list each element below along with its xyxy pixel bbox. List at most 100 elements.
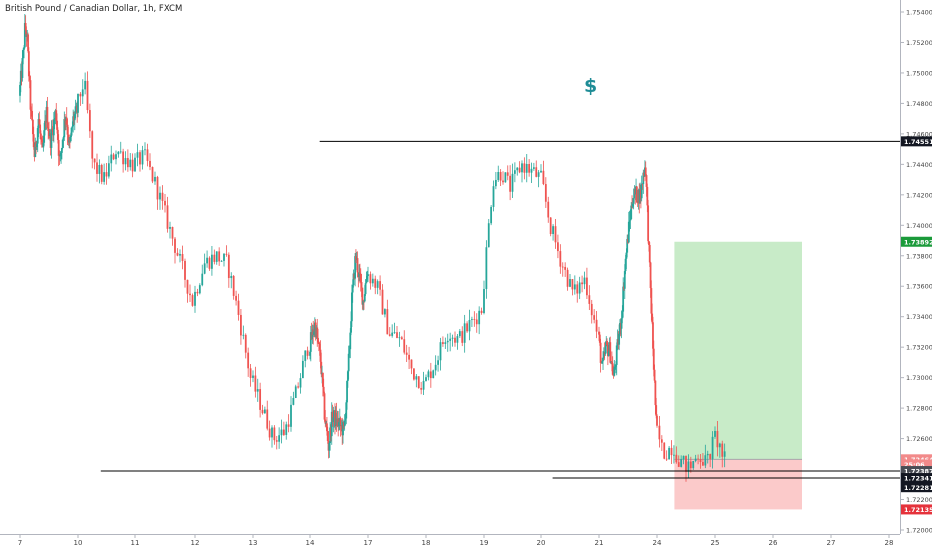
- price-label-text: 1.74551: [904, 138, 932, 146]
- candle-down: [105, 172, 108, 177]
- candle-down: [606, 340, 608, 346]
- candle-up: [103, 172, 106, 182]
- candle-down: [361, 287, 364, 305]
- candle-down: [166, 205, 169, 229]
- candle-up: [278, 435, 281, 442]
- candle-up: [446, 340, 449, 343]
- candle-down: [171, 226, 174, 239]
- price-label-box: [901, 473, 932, 484]
- candle-down: [186, 279, 189, 294]
- candle-up: [687, 461, 690, 472]
- candle-up: [159, 192, 161, 200]
- candle-up: [63, 119, 66, 138]
- candle-up: [69, 135, 72, 142]
- candle-down: [716, 430, 719, 448]
- candle-down: [237, 300, 240, 315]
- candle-down: [184, 260, 186, 280]
- candle-down: [156, 176, 159, 200]
- candle-up: [263, 409, 266, 414]
- candle-down: [247, 352, 250, 369]
- candle-up: [622, 286, 625, 312]
- x-tick-label: 24: [653, 539, 662, 547]
- candle-up: [471, 319, 473, 320]
- candle-down: [650, 288, 653, 314]
- candle-down: [27, 51, 30, 77]
- y-tick-label: 1.74000: [906, 222, 932, 230]
- candle-up: [206, 257, 208, 264]
- candle-up: [463, 323, 466, 343]
- candle-up: [714, 430, 716, 437]
- candle-up: [604, 346, 607, 354]
- candle-up: [642, 172, 645, 185]
- candle-down: [442, 342, 444, 344]
- candle-up: [223, 253, 225, 261]
- candle-up: [77, 93, 79, 113]
- candle-up: [285, 424, 288, 435]
- candle-up: [680, 459, 683, 467]
- candle-down: [649, 262, 652, 289]
- candle-down: [79, 93, 82, 97]
- candle-down: [91, 131, 94, 159]
- candle-down: [645, 175, 648, 187]
- candle-down: [417, 376, 420, 389]
- candle-down: [396, 332, 398, 338]
- candle-up: [573, 284, 576, 290]
- candle-up: [613, 367, 616, 376]
- y-tick-label: 1.72600: [906, 435, 932, 443]
- candle-up: [384, 309, 386, 315]
- candle-down: [648, 244, 651, 263]
- candle-down: [654, 380, 657, 406]
- candle-down: [47, 127, 50, 131]
- candle-up: [332, 417, 335, 422]
- candle-down: [685, 455, 687, 472]
- candle-up: [194, 291, 196, 306]
- candle-down: [609, 342, 612, 363]
- candle-up: [211, 254, 213, 269]
- x-tick-label: 11: [131, 539, 140, 547]
- candle-down: [266, 409, 269, 429]
- candle-up: [376, 281, 379, 288]
- candle-down: [96, 162, 98, 174]
- candlesticks: [19, 13, 726, 482]
- candle-down: [161, 192, 164, 201]
- candle-up: [119, 151, 122, 153]
- candle-down: [139, 152, 141, 165]
- candle-up: [485, 247, 488, 289]
- candle-up: [437, 360, 439, 365]
- candle-down: [28, 76, 31, 81]
- candle-up: [22, 49, 25, 59]
- candle-down: [581, 282, 583, 285]
- candle-up: [427, 371, 430, 378]
- candle-up: [367, 274, 369, 277]
- candle-up: [136, 152, 139, 158]
- price-label-box: [901, 504, 932, 515]
- candle-down: [319, 349, 322, 362]
- candle-up: [304, 350, 307, 361]
- position-zones[interactable]: [674, 241, 802, 510]
- candle-up: [351, 285, 354, 293]
- candle-up: [344, 418, 347, 421]
- candle-up: [363, 294, 366, 302]
- candle-down: [473, 319, 476, 320]
- candle-up: [425, 377, 427, 381]
- candle-down: [475, 319, 478, 325]
- candle-down: [648, 241, 650, 245]
- candle-down: [317, 341, 320, 345]
- horizontal-lines[interactable]: [100, 140, 907, 479]
- candle-up: [497, 171, 500, 180]
- dollar-annotation: $: [584, 75, 598, 97]
- candle-down: [331, 411, 334, 422]
- candle-down: [86, 80, 89, 111]
- candle-up: [342, 422, 344, 436]
- candle-down: [273, 427, 276, 441]
- candle-down: [356, 258, 359, 273]
- price-label-box: [901, 454, 932, 465]
- candle-up: [179, 254, 181, 256]
- candle-down: [655, 405, 658, 416]
- candle-down: [181, 254, 184, 261]
- candle-down: [306, 350, 309, 356]
- candle-up: [365, 279, 368, 284]
- stop-zone: [674, 459, 802, 510]
- candle-up: [68, 140, 71, 143]
